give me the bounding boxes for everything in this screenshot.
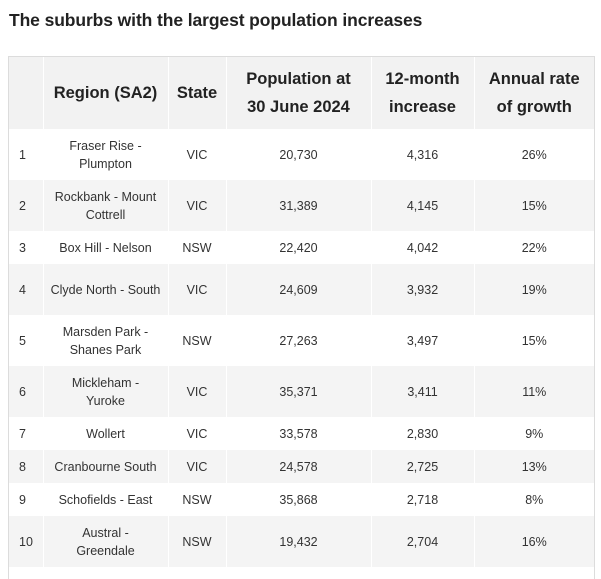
- header-population: Population at 30 June 2024: [226, 57, 372, 129]
- increase-cell: 3,497: [371, 315, 475, 366]
- population-table-container: Region (SA2) State Population at 30 June…: [8, 56, 595, 579]
- growth-cell: 22%: [474, 231, 594, 264]
- state-cell: NSW: [168, 516, 227, 567]
- population-cell: 35,868: [226, 483, 372, 516]
- state-cell: NSW: [168, 483, 227, 516]
- region-cell: Fraser Rise - Plumpton: [43, 129, 169, 180]
- growth-cell: 8%: [474, 483, 594, 516]
- region-cell: Mickleham - Yuroke: [43, 366, 169, 417]
- state-cell: VIC: [168, 129, 227, 180]
- population-cell: 24,609: [226, 264, 372, 315]
- increase-cell: 4,316: [371, 129, 475, 180]
- table-row: 7 Wollert VIC 33,578 2,830 9%: [9, 417, 594, 450]
- rank-cell: 7: [9, 417, 44, 450]
- growth-cell: 15%: [474, 180, 594, 231]
- population-cell: 22,420: [226, 231, 372, 264]
- region-cell: Marsden Park - Shanes Park: [43, 315, 169, 366]
- table-row: 10 Austral - Greendale NSW 19,432 2,704 …: [9, 516, 594, 567]
- header-population-label: Population at 30 June 2024: [246, 70, 351, 116]
- rank-cell: 4: [9, 264, 44, 315]
- increase-cell: 2,725: [371, 450, 475, 483]
- table-row: 5 Marsden Park - Shanes Park NSW 27,263 …: [9, 315, 594, 366]
- population-cell: 33,578: [226, 417, 372, 450]
- region-cell: Rockbank - Mount Cottrell: [43, 180, 169, 231]
- increase-cell: 2,718: [371, 483, 475, 516]
- page-title: The suburbs with the largest population …: [9, 10, 423, 30]
- region-label: Mickleham - Yuroke: [71, 375, 140, 408]
- region-cell: Cranbourne South: [43, 450, 169, 483]
- table-row: 2 Rockbank - Mount Cottrell VIC 31,389 4…: [9, 180, 594, 231]
- state-cell: VIC: [168, 180, 227, 231]
- growth-cell: 19%: [474, 264, 594, 315]
- table-row: 1 Fraser Rise - Plumpton VIC 20,730 4,31…: [9, 129, 594, 180]
- population-cell: 31,389: [226, 180, 372, 231]
- population-cell: 24,578: [226, 450, 372, 483]
- increase-cell: 3,411: [371, 366, 475, 417]
- region-cell: Austral - Greendale: [43, 516, 169, 567]
- increase-cell: 4,042: [371, 231, 475, 264]
- region-label: Fraser Rise - Plumpton: [69, 138, 142, 171]
- population-table: Region (SA2) State Population at 30 June…: [9, 57, 594, 567]
- state-cell: NSW: [168, 231, 227, 264]
- table-body: 1 Fraser Rise - Plumpton VIC 20,730 4,31…: [9, 129, 594, 567]
- population-cell: 27,263: [226, 315, 372, 366]
- growth-cell: 11%: [474, 366, 594, 417]
- rank-cell: 1: [9, 129, 44, 180]
- rank-cell: 3: [9, 231, 44, 264]
- state-cell: VIC: [168, 417, 227, 450]
- growth-cell: 9%: [474, 417, 594, 450]
- rank-cell: 2: [9, 180, 44, 231]
- region-cell: Clyde North - South: [43, 264, 169, 315]
- table-header: Region (SA2) State Population at 30 June…: [9, 57, 594, 129]
- population-cell: 20,730: [226, 129, 372, 180]
- rank-cell: 5: [9, 315, 44, 366]
- region-cell: Box Hill - Nelson: [43, 231, 169, 264]
- header-increase: 12-month increase: [371, 57, 475, 129]
- header-rank: [9, 57, 44, 129]
- table-row: 4 Clyde North - South VIC 24,609 3,932 1…: [9, 264, 594, 315]
- table-row: 3 Box Hill - Nelson NSW 22,420 4,042 22%: [9, 231, 594, 264]
- region-label: Austral - Greendale: [76, 525, 135, 558]
- growth-cell: 15%: [474, 315, 594, 366]
- rank-cell: 9: [9, 483, 44, 516]
- table-row: 9 Schofields - East NSW 35,868 2,718 8%: [9, 483, 594, 516]
- population-cell: 19,432: [226, 516, 372, 567]
- rank-cell: 6: [9, 366, 44, 417]
- state-cell: VIC: [168, 264, 227, 315]
- table-row: 6 Mickleham - Yuroke VIC 35,371 3,411 11…: [9, 366, 594, 417]
- growth-cell: 13%: [474, 450, 594, 483]
- header-growth-label: Annual rate of growth: [488, 70, 580, 116]
- region-label: Rockbank - Mount Cottrell: [54, 189, 157, 222]
- region-label: Marsden Park - Shanes Park: [62, 324, 149, 357]
- population-cell: 35,371: [226, 366, 372, 417]
- growth-cell: 26%: [474, 129, 594, 180]
- increase-cell: 2,704: [371, 516, 475, 567]
- growth-cell: 16%: [474, 516, 594, 567]
- increase-cell: 4,145: [371, 180, 475, 231]
- state-cell: VIC: [168, 366, 227, 417]
- rank-cell: 10: [9, 516, 44, 567]
- increase-cell: 3,932: [371, 264, 475, 315]
- rank-cell: 8: [9, 450, 44, 483]
- state-cell: NSW: [168, 315, 227, 366]
- header-state: State: [168, 57, 227, 129]
- region-cell: Wollert: [43, 417, 169, 450]
- region-label: Clyde North - South: [50, 282, 161, 297]
- header-row: Region (SA2) State Population at 30 June…: [9, 57, 594, 129]
- header-region: Region (SA2): [43, 57, 169, 129]
- increase-cell: 2,830: [371, 417, 475, 450]
- region-cell: Schofields - East: [43, 483, 169, 516]
- header-increase-label: 12-month increase: [385, 70, 460, 116]
- header-growth: Annual rate of growth: [474, 57, 594, 129]
- state-cell: VIC: [168, 450, 227, 483]
- table-row: 8 Cranbourne South VIC 24,578 2,725 13%: [9, 450, 594, 483]
- region-label: Box Hill - Nelson: [59, 240, 152, 255]
